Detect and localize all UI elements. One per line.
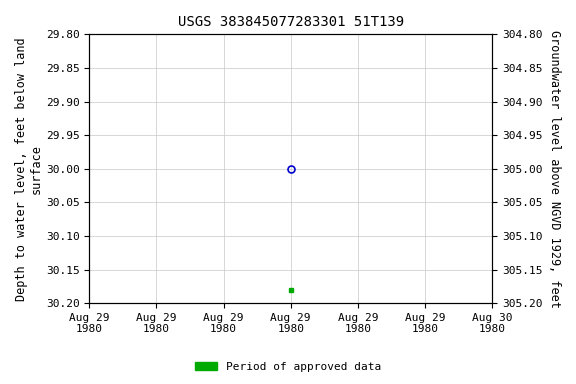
Title: USGS 383845077283301 51T139: USGS 383845077283301 51T139: [177, 15, 404, 29]
Y-axis label: Groundwater level above NGVD 1929, feet: Groundwater level above NGVD 1929, feet: [548, 30, 561, 308]
Legend: Period of approved data: Period of approved data: [191, 358, 385, 377]
Y-axis label: Depth to water level, feet below land
surface: Depth to water level, feet below land su…: [15, 37, 43, 301]
